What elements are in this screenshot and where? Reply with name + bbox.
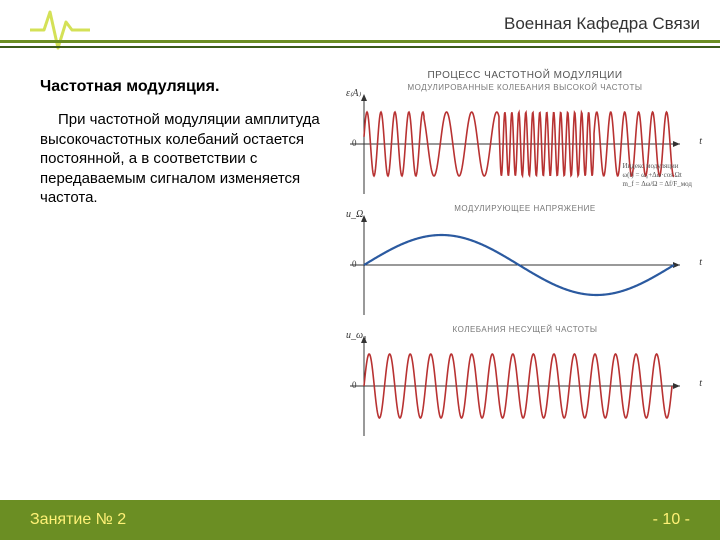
- section-title: Частотная модуляция.: [40, 78, 340, 96]
- panel2-o: 0: [352, 259, 357, 269]
- panel2-subtitle: МОДУЛИРУЮЩЕЕ НАПРЯЖЕНИЕ: [350, 204, 700, 213]
- panel-carrier: u_ω₀ 0 t: [350, 336, 700, 436]
- panel1-y-label: ε₍A₎: [346, 88, 361, 99]
- panel3-o: 0: [352, 380, 357, 390]
- panel1-subtitle: МОДУЛИРОВАННЫЕ КОЛЕБАНИЯ ВЫСОКОЙ ЧАСТОТЫ: [350, 83, 700, 92]
- header-line-1: [0, 40, 720, 43]
- figure-title: ПРОЦЕСС ЧАСТОТНОЙ МОДУЛЯЦИИ: [350, 70, 700, 81]
- panel3-x-label: t: [699, 378, 702, 389]
- header-line-2: [0, 46, 720, 48]
- formula-line1: Индекс модуляции: [622, 162, 692, 171]
- header-title: Военная Кафедра Связи: [504, 14, 700, 34]
- formula-line3: m_f = Δω/Ω = Δf/F_мод: [622, 180, 692, 189]
- footer-right: - 10 -: [653, 511, 690, 529]
- panel1-o: 0: [352, 138, 357, 148]
- panel2-x-label: t: [699, 257, 702, 268]
- modulating-svg: [350, 215, 680, 315]
- footer: Занятие № 2 - 10 -: [0, 500, 720, 540]
- panel3-subtitle: КОЛЕБАНИЯ НЕСУЩЕЙ ЧАСТОТЫ: [350, 325, 700, 334]
- footer-left: Занятие № 2: [30, 511, 126, 529]
- content-block: Частотная модуляция. При частотной модул…: [40, 78, 340, 208]
- panel-fm-wave: ε₍A₎ 0 t Индекс модуляции ω(t) = ω₀+Δω·c…: [350, 94, 700, 194]
- formula-line2: ω(t) = ω₀+Δω·cos Ωt: [622, 171, 692, 180]
- carrier-svg: [350, 336, 680, 436]
- panel-modulating: u_Ω 0 t: [350, 215, 700, 315]
- panel2-y-label: u_Ω: [346, 209, 363, 220]
- panel1-x-label: t: [699, 136, 702, 147]
- formula-box: Индекс модуляции ω(t) = ω₀+Δω·cos Ωt m_f…: [622, 162, 692, 188]
- section-text: При частотной модуляции амплитуда высоко…: [40, 110, 340, 208]
- panel3-y-label: u_ω₀: [346, 330, 367, 341]
- figure-area: ПРОЦЕСС ЧАСТОТНОЙ МОДУЛЯЦИИ МОДУЛИРОВАНН…: [350, 70, 700, 450]
